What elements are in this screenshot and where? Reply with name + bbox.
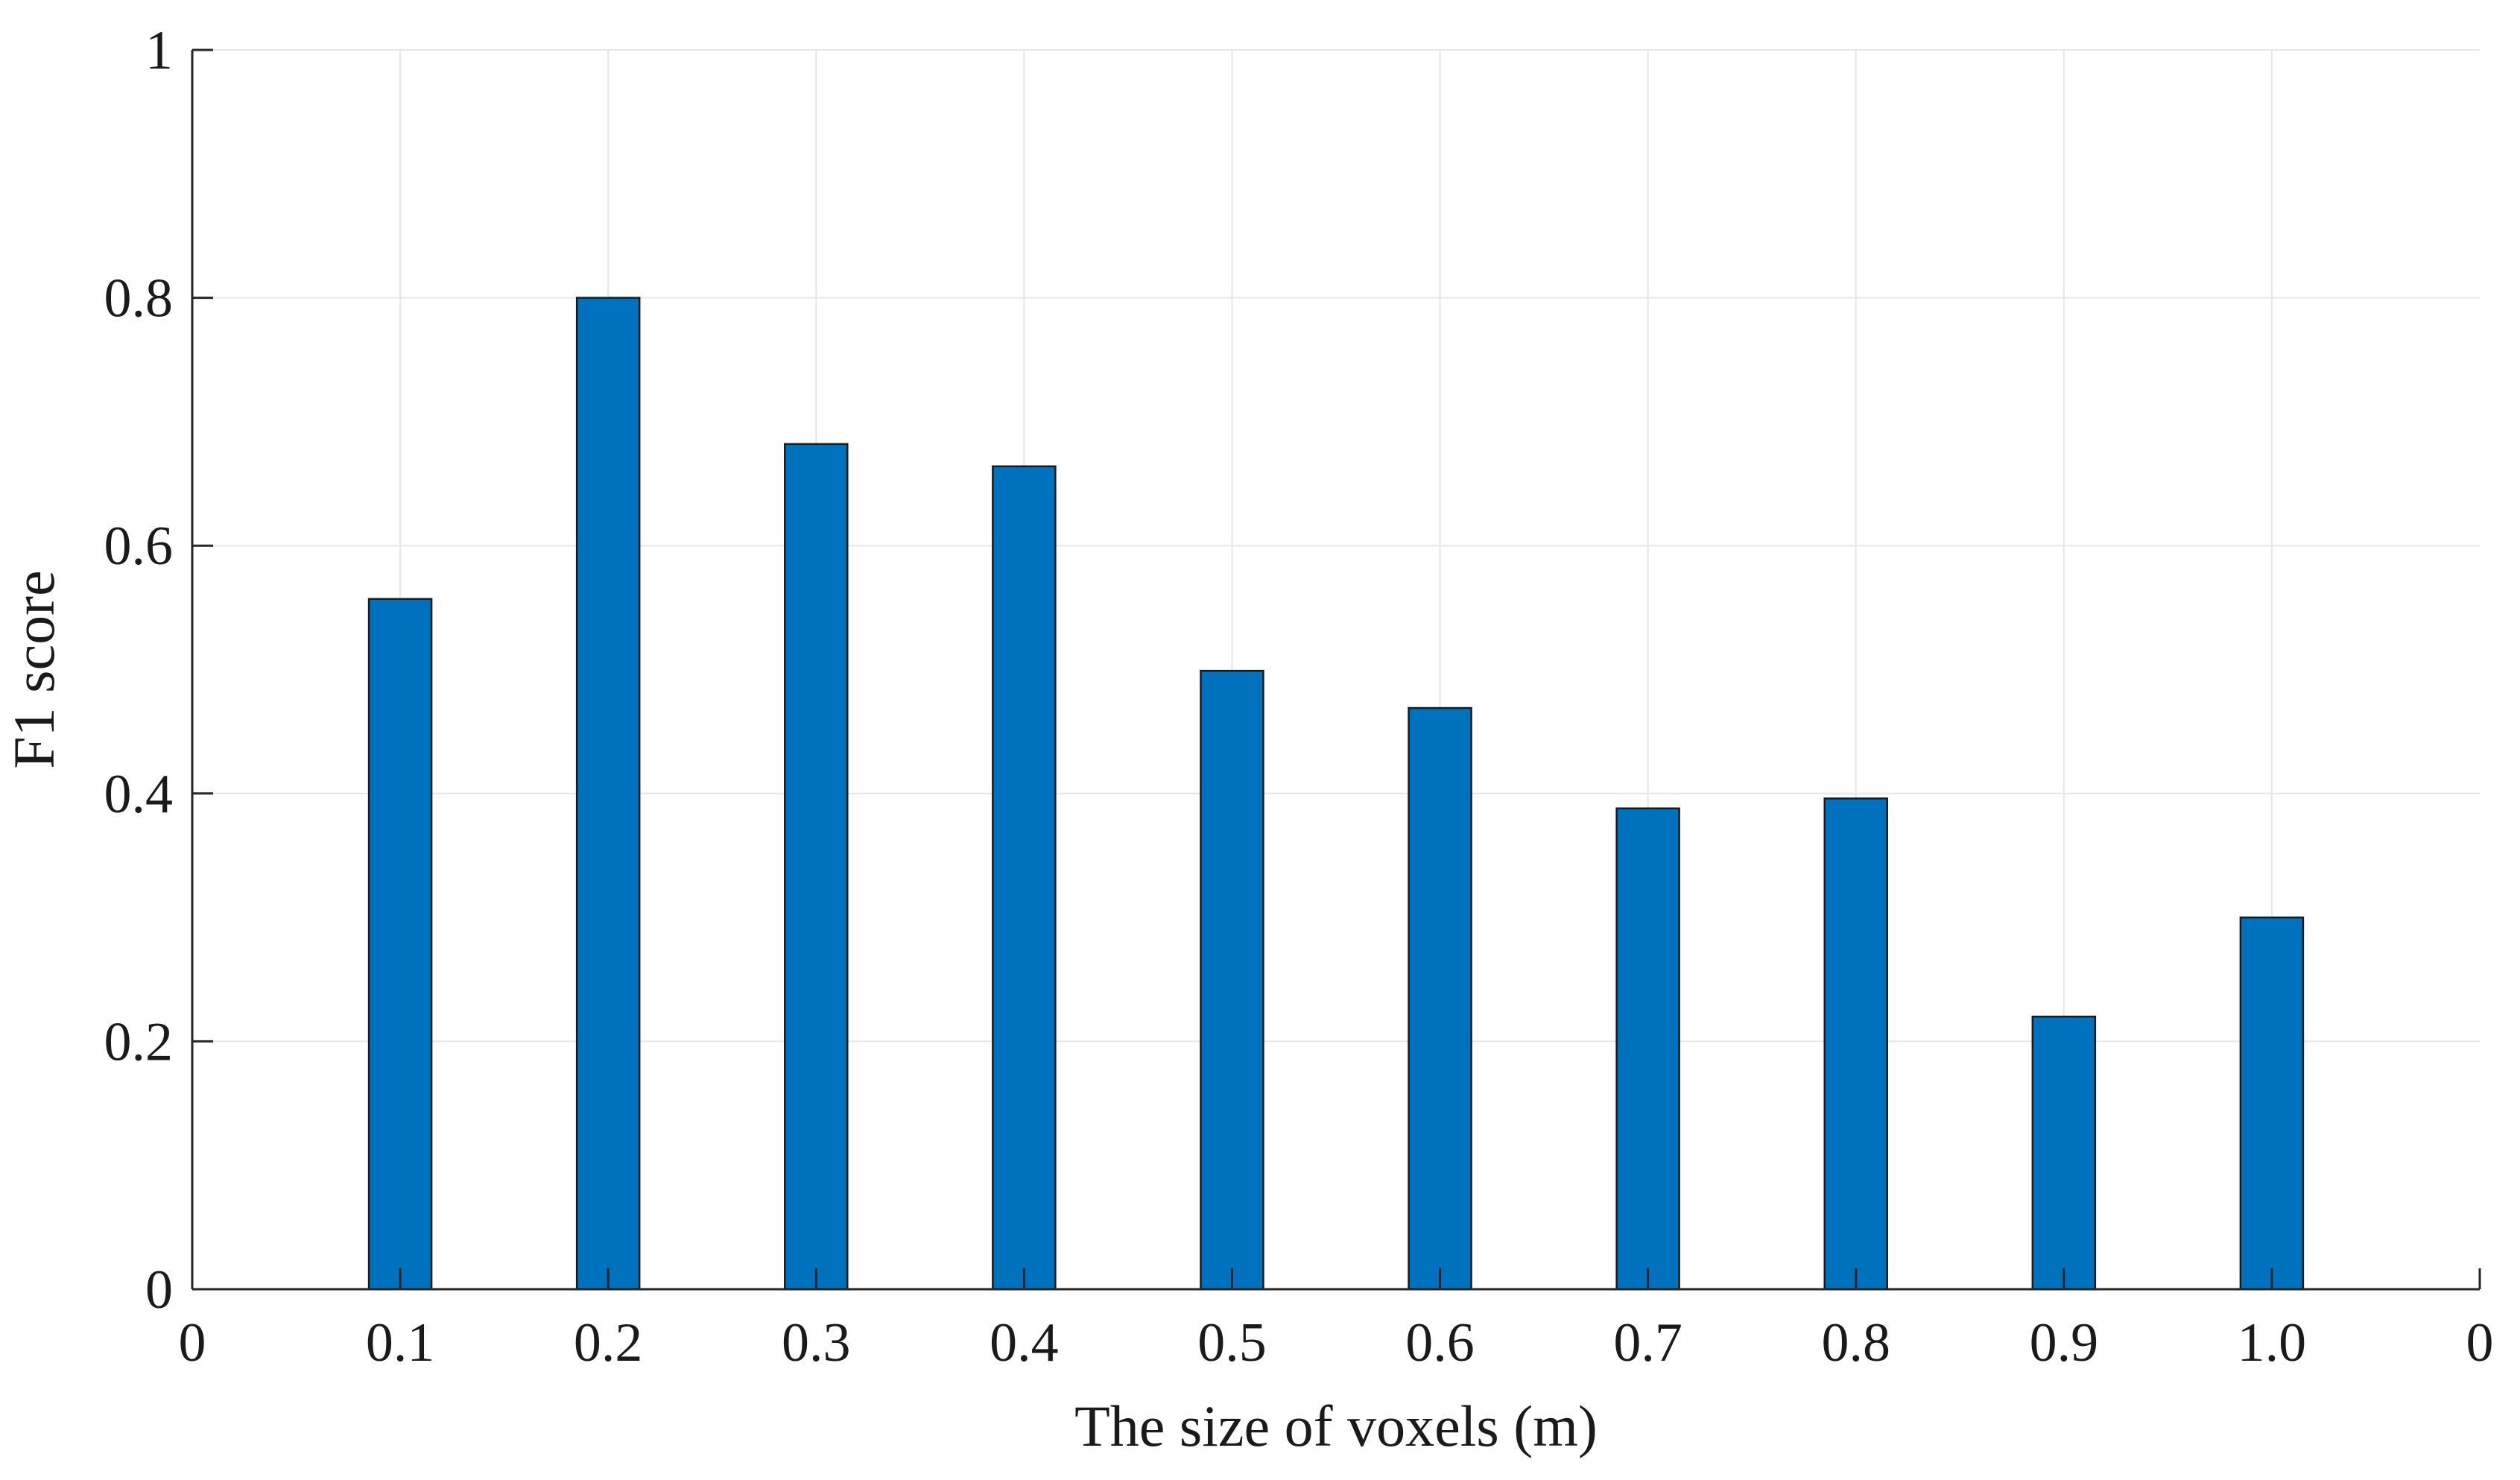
y-tick-label: 0.6 (104, 516, 174, 577)
y-tick-label: 0 (145, 1259, 173, 1321)
axes (191, 48, 2481, 1291)
bar-0.3 (784, 443, 849, 1291)
y-tick-label: 0.8 (104, 268, 174, 329)
x-tick-label: 0 (179, 1312, 206, 1373)
x-tick-labels: 0 0.1 0.2 0.3 0.4 0.5 0.6 0.7 0.8 0.9 1.0 0 (179, 1312, 2494, 1373)
bar-0.7 (1615, 807, 1680, 1291)
y-tick-label: 0.4 (104, 764, 174, 825)
grid (192, 49, 2480, 1289)
bar-0.6 (1408, 706, 1472, 1291)
y-tick-label: 0.2 (104, 1011, 174, 1072)
bar-0.8 (1823, 797, 1888, 1291)
x-tick-label: 1.0 (2238, 1312, 2307, 1373)
y-axis-title: F1 score (1, 570, 66, 768)
x-tick-label: 0.9 (2030, 1312, 2099, 1373)
bar-0.4 (992, 465, 1057, 1291)
x-tick-label: 0.2 (574, 1312, 643, 1373)
x-tick-label: 0.4 (990, 1312, 1059, 1373)
bar-0.1 (367, 598, 433, 1291)
x-tick-label: 0.1 (366, 1312, 435, 1373)
x-tick-label: 0.3 (782, 1312, 851, 1373)
x-tick-label: 0.7 (1613, 1312, 1682, 1373)
bar-0.2 (575, 297, 641, 1291)
x-axis-title: The size of voxels (m) (1074, 1394, 1598, 1458)
x-tick-label: 0.8 (1821, 1312, 1890, 1373)
y-tick-labels: 0 0.2 0.4 0.6 0.8 1 (104, 20, 174, 1321)
bars (367, 297, 2305, 1291)
x-tick-label: 0.5 (1197, 1312, 1267, 1373)
y-tick-label: 1 (145, 20, 173, 81)
bar-1.0 (2239, 916, 2305, 1291)
x-tick-label: 0.6 (1405, 1312, 1475, 1373)
bar-0.9 (2031, 1015, 2097, 1291)
bar-0.5 (1200, 669, 1264, 1291)
x-tick-label: 0 (2466, 1312, 2494, 1373)
